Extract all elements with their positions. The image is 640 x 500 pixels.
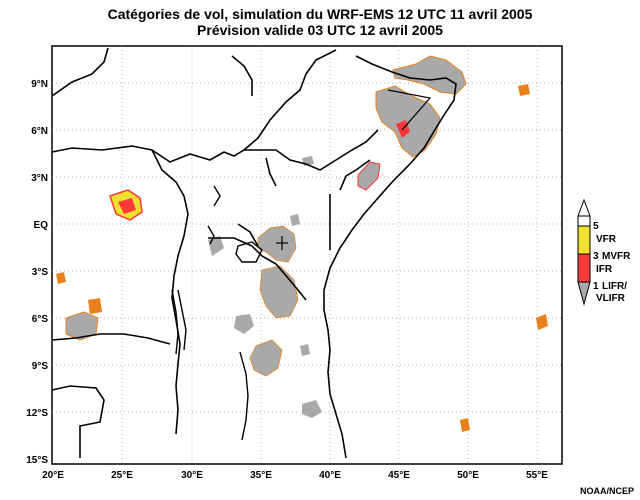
lon-label: 20°E [42,470,64,481]
lon-label: 45°E [388,470,410,481]
lon-label: 30°E [181,470,203,481]
legend-category: IFR [596,264,613,275]
lat-label: 6°S [32,314,49,325]
lon-label: 35°E [250,470,272,481]
lat-label: 3°S [32,267,49,278]
credit-label: NOAA/NCEP [579,486,634,496]
map-title-line2: Prévision valide 03 UTC 12 avril 2005 [197,22,443,38]
lon-label: 25°E [111,470,133,481]
lat-label: 12°S [26,408,48,419]
lakes [171,185,263,441]
lat-label: EQ [34,220,49,231]
flight-category-fields [56,55,548,432]
lon-label: 40°E [319,470,341,481]
lon-axis-labels: 20°E 25°E 30°E 35°E 40°E 45°E 50°E 55°E [42,470,548,481]
lat-label: 9°N [31,79,48,90]
lat-label: 3°N [31,173,48,184]
lon-label: 50°E [457,470,479,481]
legend [577,198,591,306]
lat-label: 6°N [31,126,48,137]
legend-tick: 1 [593,281,599,292]
legend-tick: 5 [593,221,599,232]
legend-category: VFR [596,234,617,245]
legend-category: VLIFR [596,293,626,304]
legend-labels: 5 3 1 VFR MVFR IFR LIFR/VLIFR [593,221,631,304]
legend-tick: 3 [593,251,599,262]
coastline-borders [51,47,457,459]
map-frame [51,45,563,465]
forecast-box [276,89,432,250]
lat-axis-labels: 9°N 6°N 3°N EQ 3°S 6°S 9°S 12°S 15°S [26,79,48,466]
map-title-line1: Catégories de vol, simulation du WRF-EMS… [107,6,533,22]
lat-label: 15°S [26,455,48,466]
legend-category: MVFR [602,251,631,262]
lon-label: 55°E [526,470,548,481]
legend-category: LIFR/ [602,281,627,292]
lat-label: 9°S [32,361,49,372]
